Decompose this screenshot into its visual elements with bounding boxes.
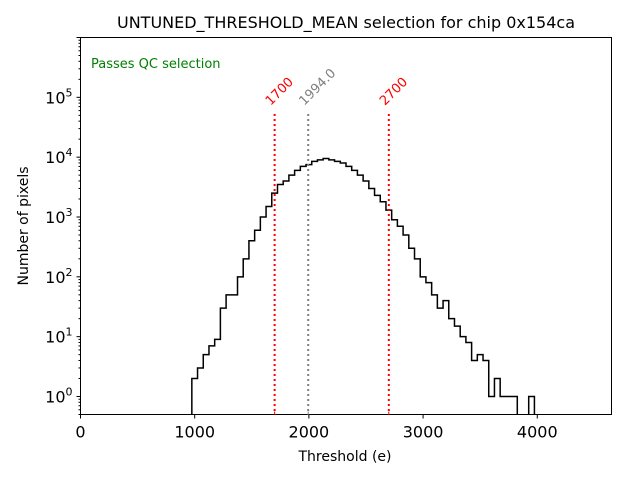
histogram-bin	[494, 378, 500, 414]
histogram-bin	[277, 184, 283, 414]
qc-annotation: Passes QC selection	[91, 57, 221, 72]
histogram-bin	[420, 277, 426, 415]
histogram-outline	[191, 157, 536, 415]
x-tick-label: 4000	[517, 423, 558, 442]
histogram-bin	[312, 161, 318, 414]
histogram-bin	[489, 396, 495, 414]
histogram-layer	[191, 157, 536, 415]
histogram-bin	[466, 342, 472, 414]
y-tick-label: 100	[45, 385, 72, 406]
vline-label: 1700	[263, 75, 297, 109]
histogram-bin	[437, 308, 443, 414]
histogram-bin	[192, 378, 198, 414]
x-tick-label: 0	[75, 423, 85, 442]
histogram-bin	[266, 206, 272, 414]
x-axis-ticks: 0 1000 2000 3000 4000	[75, 414, 558, 442]
histogram-bin	[443, 301, 449, 415]
histogram-bin	[449, 319, 455, 415]
vline-label: 1994.0	[296, 66, 339, 109]
histogram-bin	[198, 368, 204, 415]
histogram-bin	[432, 295, 438, 415]
x-axis-label: Threshold (e)	[298, 449, 392, 465]
x-tick-label: 2000	[289, 423, 330, 442]
y-tick-label: 103	[45, 206, 72, 227]
histogram-bin	[369, 188, 375, 414]
x-tick-label: 1000	[174, 423, 215, 442]
histogram-bin	[220, 308, 226, 414]
histogram-bin	[243, 259, 249, 415]
histogram-bin	[392, 220, 398, 415]
histogram-bin	[363, 181, 369, 415]
histogram-bin	[323, 158, 329, 414]
histogram-bin	[506, 396, 512, 414]
histogram-bin	[226, 295, 232, 415]
histogram-bin	[255, 230, 261, 414]
y-tick-label: 105	[45, 86, 72, 107]
histogram-bin	[295, 170, 301, 414]
y-tick-label: 101	[45, 326, 72, 347]
histogram-bin	[454, 326, 460, 414]
histogram-bin	[249, 241, 255, 415]
y-axis-ticks: 100 101 102 103 104 105	[45, 37, 81, 415]
histogram-bin	[289, 175, 295, 414]
histogram-bin	[380, 202, 386, 415]
histogram-bin	[335, 161, 341, 414]
histogram-bin	[340, 163, 346, 415]
histogram-bin	[238, 277, 244, 415]
histogram-bin	[483, 360, 489, 414]
histogram-bin	[260, 217, 266, 415]
histogram-bin	[415, 259, 421, 415]
histogram-bin	[272, 193, 278, 414]
histogram-bin	[215, 339, 221, 414]
chart-title: UNTUNED_THRESHOLD_MEAN selection for chi…	[117, 13, 575, 33]
histogram-bin	[477, 355, 483, 415]
y-tick-label: 102	[45, 266, 72, 287]
x-tick-label: 3000	[403, 423, 444, 442]
histogram-bin	[500, 396, 506, 414]
histogram-bin	[352, 170, 358, 414]
histogram-bin	[397, 226, 403, 414]
histogram-bin	[512, 396, 518, 414]
histogram-bin	[529, 396, 535, 414]
y-axis-label: Number of pixels	[16, 166, 32, 285]
histogram-bin	[472, 360, 478, 414]
y-tick-label: 104	[45, 146, 72, 167]
histogram-bin	[403, 235, 409, 414]
histogram-bin	[209, 346, 215, 415]
histogram-bin	[357, 175, 363, 414]
histogram-bin	[317, 160, 323, 415]
histogram-bin	[329, 160, 335, 415]
histogram-bin	[346, 166, 352, 414]
histogram-bin	[203, 355, 209, 415]
histogram-bin	[232, 295, 238, 415]
histogram-bin	[283, 181, 289, 415]
histogram-bin	[460, 337, 466, 415]
vline-label: 2700	[377, 75, 411, 109]
histogram-bin	[375, 195, 381, 414]
histogram-bin	[300, 166, 306, 414]
histogram-bin	[409, 248, 415, 414]
histogram-bin	[426, 283, 432, 415]
